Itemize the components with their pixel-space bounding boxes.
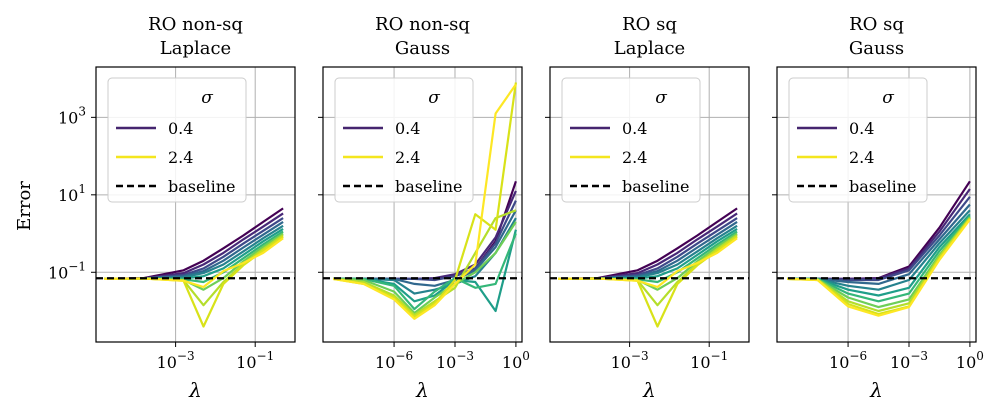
x-tick-exponent: −3 — [910, 349, 928, 363]
y-tick-base: 10 — [48, 263, 68, 282]
x-axis-label: λ — [642, 378, 656, 402]
y-tick-exponent: −1 — [68, 259, 86, 273]
series-line-sigma-2-4 — [103, 237, 284, 289]
x-tick-label: 10−1 — [690, 349, 728, 372]
legend-entry-low-label: 0.4 — [168, 119, 193, 138]
y-tick-label: 101 — [58, 182, 86, 205]
x-tick-exponent: −6 — [395, 349, 413, 363]
legend-entry-high-label: 2.4 — [168, 148, 193, 167]
y-tick-base: 10 — [58, 186, 78, 205]
x-axis-label: λ — [188, 378, 202, 402]
x-tick-label: 10−3 — [157, 349, 195, 372]
x-tick-exponent: 0 — [976, 349, 984, 363]
series-line-sigma-2 — [333, 209, 517, 316]
series-line-sigma-0-6 — [333, 190, 517, 280]
x-tick-exponent: −6 — [849, 349, 867, 363]
x-tick-label: 10−3 — [890, 349, 928, 372]
series-group — [777, 180, 976, 317]
x-tick-exponent: −3 — [456, 349, 474, 363]
x-tick-exponent: −3 — [177, 349, 195, 363]
series-group — [550, 207, 749, 328]
legend-title: σ — [882, 88, 894, 108]
series-line-sigma-0-8 — [333, 200, 517, 282]
legend-entry-low-label: 0.4 — [395, 119, 420, 138]
legend-entry-baseline-label: baseline — [168, 177, 235, 196]
series-line-sigma-2-4 — [333, 83, 517, 320]
series-line-sigma-2-4 — [787, 218, 971, 317]
series-group — [96, 207, 295, 328]
axes-frame — [776, 66, 977, 343]
series-group — [323, 82, 522, 320]
legend: σ 0.4 2.4 baseline — [334, 77, 474, 203]
x-tick-label: 10−3 — [436, 349, 474, 372]
y-tick-label: 10−1 — [48, 259, 86, 282]
x-tick-base: 10 — [236, 353, 256, 372]
x-tick-base: 10 — [375, 353, 395, 372]
panel-title-line2: Laplace — [160, 38, 231, 59]
series-line-sigma-1-4 — [333, 229, 517, 313]
legend: σ 0.4 2.4 baseline — [788, 77, 928, 203]
axes-frame — [95, 66, 296, 343]
x-axis-label: λ — [415, 378, 429, 402]
panel-title-line1: RO non-sq — [148, 14, 243, 35]
y-tick-label: 103 — [58, 104, 86, 127]
legend-box — [788, 77, 928, 203]
x-tick-base: 10 — [890, 353, 910, 372]
x-tick-base: 10 — [956, 353, 976, 372]
axes-frame — [549, 66, 750, 343]
legend-entry-high-label: 2.4 — [622, 148, 647, 167]
legend-box — [334, 77, 474, 203]
legend: σ 0.4 2.4 baseline — [561, 77, 701, 203]
legend: σ 0.4 2.4 baseline — [107, 77, 247, 203]
x-tick-base: 10 — [611, 353, 631, 372]
axes-frame — [322, 66, 523, 343]
panel-title-line1: RO sq — [622, 14, 677, 35]
x-tick-label: 10−6 — [375, 349, 413, 372]
series-line-sigma-1-8 — [333, 221, 517, 315]
legend-entry-low-label: 0.4 — [849, 119, 874, 138]
x-tick-base: 10 — [829, 353, 849, 372]
x-tick-label: 100 — [502, 349, 530, 372]
legend-box — [561, 77, 701, 203]
panel-title-line2: Gauss — [395, 38, 450, 59]
x-tick-base: 10 — [157, 353, 177, 372]
x-tick-label: 100 — [956, 349, 984, 372]
legend-entry-high-label: 2.4 — [849, 148, 874, 167]
x-tick-label: 10−1 — [236, 349, 274, 372]
panel-title-line2: Gauss — [849, 38, 904, 59]
legend-entry-baseline-label: baseline — [395, 177, 462, 196]
series-line-sigma-2-4 — [557, 237, 738, 289]
series-line-sigma-1-6 — [333, 233, 517, 311]
legend-entry-baseline-label: baseline — [622, 177, 689, 196]
y-axis-label: Error — [14, 181, 35, 231]
x-tick-exponent: −1 — [711, 349, 729, 363]
legend-entry-high-label: 2.4 — [395, 148, 420, 167]
x-tick-label: 10−3 — [611, 349, 649, 372]
x-tick-exponent: −3 — [631, 349, 649, 363]
legend-entry-low-label: 0.4 — [622, 119, 647, 138]
legend-title: σ — [428, 88, 440, 108]
y-tick-exponent: 1 — [78, 182, 86, 196]
legend-entry-baseline-label: baseline — [849, 177, 916, 196]
x-tick-label: 10−6 — [829, 349, 867, 372]
legend-title: σ — [655, 88, 667, 108]
y-tick-exponent: 3 — [78, 104, 86, 118]
panel-title-line1: RO non-sq — [375, 14, 470, 35]
x-tick-base: 10 — [690, 353, 710, 372]
x-tick-base: 10 — [436, 353, 456, 372]
x-tick-base: 10 — [502, 353, 522, 372]
x-tick-exponent: −1 — [257, 349, 275, 363]
y-tick-base: 10 — [58, 108, 78, 127]
legend-title: σ — [201, 88, 213, 108]
x-axis-label: λ — [869, 378, 883, 402]
legend-box — [107, 77, 247, 203]
panel-title-line1: RO sq — [849, 14, 904, 35]
x-tick-exponent: 0 — [522, 349, 530, 363]
panel-title-line2: Laplace — [614, 38, 685, 59]
